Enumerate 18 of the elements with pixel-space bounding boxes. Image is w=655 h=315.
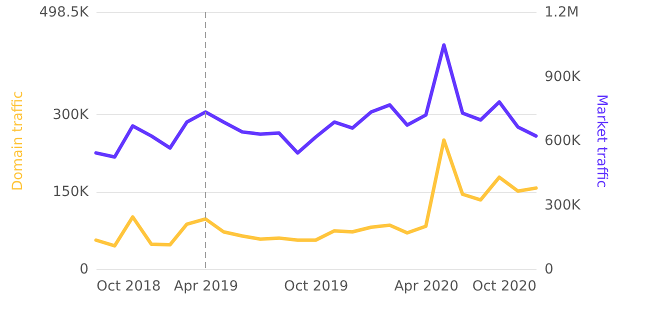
x-tick-label: Oct 2020 [472, 278, 536, 294]
y-tick-label: 0 [80, 262, 88, 278]
y2-tick-label: 0 [544, 262, 554, 278]
y-tick-label: 150K [52, 184, 90, 200]
y-tick-label: 498.5K [39, 4, 90, 20]
y2-axis-title: Market traffic [593, 94, 610, 188]
y-axis-title: Domain traffic [10, 91, 26, 191]
x-tick-label: Oct 2019 [284, 278, 348, 294]
y2-tick-label: 600K [544, 133, 582, 149]
y2-tick-label: 900K [544, 68, 582, 85]
line-series [94, 138, 538, 248]
y2-tick-label: 300K [544, 197, 582, 214]
y-tick-label: 300K [52, 106, 90, 123]
x-tick-label: Apr 2019 [174, 278, 238, 294]
x-tick-label: Oct 2018 [96, 278, 161, 294]
y2-tick-label: 1.2M [544, 4, 579, 20]
x-tick-label: Apr 2020 [394, 278, 459, 294]
line-series [94, 43, 538, 159]
